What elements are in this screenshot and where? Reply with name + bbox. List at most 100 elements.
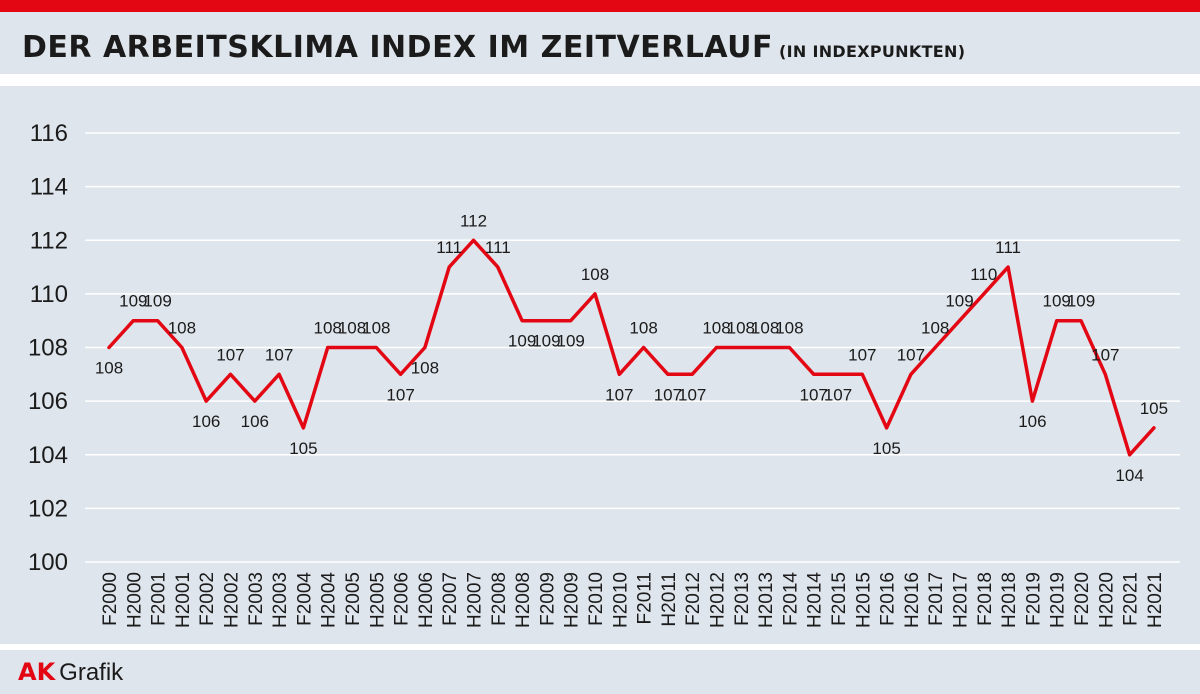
x-tick-label: F2013 — [732, 572, 753, 626]
data-label: 111 — [995, 238, 1021, 257]
data-label: 109 — [143, 292, 171, 311]
data-label: 108 — [581, 265, 609, 284]
header-divider — [0, 74, 1200, 86]
x-tick-label: F2014 — [780, 572, 801, 626]
x-tick-label: F2015 — [829, 572, 850, 626]
y-tick-label: 110 — [30, 281, 68, 308]
x-tick-label: H2018 — [999, 572, 1020, 628]
x-tick-label: H2001 — [173, 572, 194, 628]
y-tick-label: 108 — [28, 335, 68, 362]
y-tick-label: 102 — [28, 495, 68, 522]
logo-grafik: Grafik — [59, 659, 124, 686]
x-tick-label: H2006 — [416, 572, 437, 628]
data-label: 108 — [95, 359, 123, 378]
data-label: 106 — [192, 412, 220, 431]
data-label: 106 — [1018, 412, 1046, 431]
y-tick-label: 100 — [28, 549, 68, 576]
data-label: 109 — [557, 332, 585, 351]
data-label: 109 — [508, 332, 536, 351]
data-label: 108 — [338, 319, 366, 338]
y-tick-label: 112 — [30, 227, 68, 254]
data-label: 107 — [605, 385, 633, 404]
x-tick-label: H2008 — [513, 572, 534, 628]
data-label: 107 — [848, 345, 876, 364]
x-tick-label: H2011 — [659, 572, 680, 627]
x-tick-label: H2017 — [951, 572, 972, 628]
data-label: 108 — [921, 319, 949, 338]
x-tick-label: F2016 — [878, 572, 899, 626]
data-label: 112 — [460, 211, 487, 230]
x-tick-label: H2020 — [1096, 572, 1117, 628]
x-tick-label: H2021 — [1145, 572, 1166, 628]
x-tick-label: F2006 — [392, 572, 413, 626]
data-label: 107 — [1091, 345, 1119, 364]
top-accent-bar — [0, 0, 1200, 12]
data-label: 108 — [629, 319, 657, 338]
data-label: 107 — [800, 385, 828, 404]
x-tick-label: H2016 — [902, 572, 923, 628]
x-tick-label: H2000 — [124, 572, 145, 628]
x-tick-label: F2010 — [586, 572, 607, 626]
x-tick-label: F2008 — [489, 572, 510, 626]
data-label: 107 — [386, 385, 414, 404]
x-tick-label: F2019 — [1023, 572, 1044, 626]
chart-panel: 100 102 104 106 108 110 112 114 116 F2000 H2000 F2… — [0, 86, 1200, 644]
x-tick-label: F2021 — [1121, 572, 1142, 626]
x-tick-label: H2002 — [222, 572, 243, 628]
x-tick-label: H2010 — [610, 572, 631, 628]
data-label: 109 — [1067, 292, 1095, 311]
x-tick-label: F2001 — [149, 572, 170, 626]
data-label: 105 — [872, 439, 900, 458]
x-tick-label: F2004 — [294, 572, 315, 626]
x-tick-label: F2012 — [683, 572, 704, 626]
y-tick-label: 106 — [28, 388, 68, 415]
x-tick-label: F2003 — [246, 572, 267, 626]
data-label: 107 — [654, 385, 682, 404]
x-tick-label: F2002 — [197, 572, 218, 626]
x-tick-label: F2017 — [926, 572, 947, 626]
data-label: 108 — [168, 319, 196, 338]
data-label: 109 — [1043, 292, 1071, 311]
x-tick-label: H2019 — [1048, 572, 1069, 628]
data-label: 108 — [751, 319, 779, 338]
data-label: 107 — [897, 345, 925, 364]
x-tick-label: H2009 — [562, 572, 583, 628]
data-label: 106 — [241, 412, 269, 431]
series-line — [107, 238, 1156, 457]
data-label: 108 — [362, 319, 390, 338]
header: DER ARBEITSKLIMA INDEX IM ZEITVERLAUF (IN… — [0, 12, 1200, 74]
data-label: 111 — [436, 238, 462, 257]
data-label: 108 — [775, 319, 803, 338]
x-tick-label: H2004 — [319, 572, 340, 628]
x-tick-label: H2013 — [756, 572, 777, 628]
x-tick-label: H2015 — [853, 572, 874, 628]
x-tick-label: F2009 — [537, 572, 558, 626]
x-tick-label: F2005 — [343, 572, 364, 626]
data-label: 107 — [265, 345, 293, 364]
y-tick-label: 104 — [28, 442, 68, 469]
data-label: 104 — [1115, 466, 1143, 485]
chart-subtitle: (IN INDEXPUNKTEN) — [779, 42, 966, 61]
y-tick-label: 114 — [30, 174, 68, 201]
logo-ak: AK — [18, 658, 56, 686]
data-label: 111 — [485, 238, 511, 257]
data-label: 105 — [1140, 399, 1168, 418]
x-tick-label: H2005 — [367, 572, 388, 628]
data-label: 107 — [678, 385, 706, 404]
data-label: 107 — [824, 385, 852, 404]
data-label: 109 — [532, 332, 560, 351]
data-label: 107 — [216, 345, 244, 364]
footer-divider — [0, 644, 1200, 650]
x-tick-label: H2014 — [805, 572, 826, 628]
x-tick-label: F2018 — [975, 572, 996, 626]
data-label: 108 — [314, 319, 342, 338]
footer: AK Grafik — [0, 650, 1200, 694]
chart-title: DER ARBEITSKLIMA INDEX IM ZEITVERLAUF (IN… — [22, 30, 965, 65]
x-tick-label: H2007 — [465, 572, 486, 628]
x-tick-label: F2020 — [1072, 572, 1093, 626]
ak-grafik-logo: AK Grafik — [18, 658, 123, 687]
y-tick-label: 116 — [30, 120, 68, 147]
x-tick-label: F2011 — [635, 572, 656, 624]
x-tick-label: F2000 — [100, 572, 121, 626]
